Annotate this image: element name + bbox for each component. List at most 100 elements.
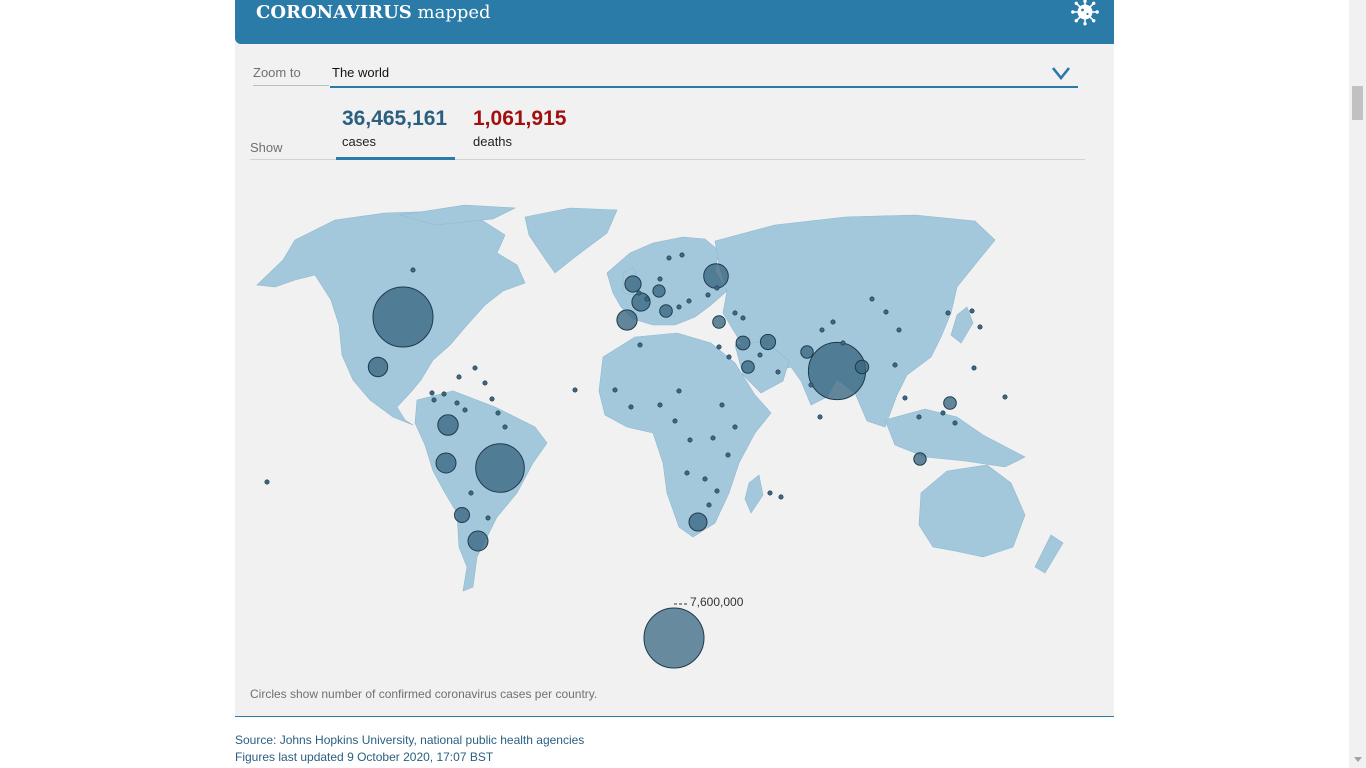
case-bubble-small[interactable] — [657, 402, 663, 408]
zoom-select[interactable]: The world — [330, 62, 1078, 88]
case-bubble-small[interactable] — [757, 352, 763, 358]
case-bubble[interactable] — [454, 507, 470, 523]
case-bubble-small[interactable] — [714, 285, 720, 291]
case-bubble-small[interactable] — [684, 470, 690, 476]
japan — [950, 306, 974, 344]
case-bubble-small[interactable] — [775, 369, 781, 375]
case-bubble-small[interactable] — [628, 404, 634, 410]
case-bubble-small[interactable] — [767, 490, 773, 496]
case-bubble-small[interactable] — [462, 407, 468, 413]
case-bubble-small[interactable] — [637, 342, 643, 348]
case-bubble-small[interactable] — [468, 490, 474, 496]
southeast-asia-islands — [884, 408, 1026, 468]
case-bubble-small[interactable] — [686, 298, 692, 304]
case-bubble-small[interactable] — [1002, 394, 1008, 400]
case-bubble-small[interactable] — [454, 400, 460, 406]
case-bubble-small[interactable] — [896, 327, 902, 333]
case-bubble[interactable] — [741, 360, 755, 374]
case-bubble-small[interactable] — [945, 310, 951, 316]
case-bubble-small[interactable] — [830, 319, 836, 325]
case-bubble-small[interactable] — [952, 420, 958, 426]
case-bubble-small[interactable] — [840, 340, 846, 346]
case-bubble-small[interactable] — [676, 388, 682, 394]
case-bubble-small[interactable] — [264, 479, 270, 485]
case-bubble-small[interactable] — [636, 290, 642, 296]
case-bubble-small[interactable] — [808, 382, 814, 388]
case-bubble-small[interactable] — [502, 424, 508, 430]
case-bubble-small[interactable] — [441, 391, 447, 397]
case-bubble-small[interactable] — [429, 390, 435, 396]
case-bubble-small[interactable] — [725, 452, 731, 458]
case-bubble-small[interactable] — [672, 418, 678, 424]
case-bubble[interactable] — [800, 345, 814, 359]
case-bubble-small[interactable] — [977, 324, 983, 330]
case-bubble-small[interactable] — [572, 387, 578, 393]
case-bubble-small[interactable] — [940, 410, 946, 416]
case-bubble-small[interactable] — [732, 310, 738, 316]
case-bubble-small[interactable] — [710, 435, 716, 441]
case-bubble-small[interactable] — [456, 374, 462, 380]
case-bubble-small[interactable] — [819, 327, 825, 333]
case-bubble-small[interactable] — [702, 476, 708, 482]
case-bubble[interactable] — [367, 356, 389, 378]
case-bubble[interactable] — [467, 530, 489, 552]
case-bubble[interactable] — [854, 359, 870, 375]
case-bubble[interactable] — [688, 512, 708, 532]
case-bubble-small[interactable] — [612, 387, 618, 393]
case-bubble[interactable] — [372, 286, 434, 348]
case-bubble[interactable] — [759, 333, 777, 351]
case-bubble-small[interactable] — [410, 267, 416, 273]
case-bubble-small[interactable] — [687, 437, 693, 443]
case-bubble[interactable] — [631, 292, 651, 312]
case-bubble-small[interactable] — [714, 488, 720, 494]
tab-cases[interactable]: 36,465,161 cases — [336, 104, 455, 160]
case-bubble-small[interactable] — [716, 344, 722, 350]
case-bubble-small[interactable] — [679, 252, 685, 258]
case-bubble-small[interactable] — [644, 296, 650, 302]
case-bubble-small[interactable] — [869, 296, 875, 302]
case-bubble-small[interactable] — [902, 395, 908, 401]
case-bubble[interactable] — [703, 263, 729, 289]
case-bubble-small[interactable] — [431, 397, 437, 403]
case-bubble[interactable] — [735, 335, 751, 351]
case-bubble-small[interactable] — [969, 308, 975, 314]
scrollbar-thumb[interactable] — [1352, 86, 1363, 120]
case-bubble-small[interactable] — [676, 304, 682, 310]
scroll-down-arrow-icon[interactable] — [1354, 757, 1362, 762]
case-bubble-small[interactable] — [719, 402, 725, 408]
case-bubble-small[interactable] — [657, 276, 663, 282]
case-bubble-small[interactable] — [778, 494, 784, 500]
case-bubble[interactable] — [624, 275, 642, 293]
case-bubble[interactable] — [659, 304, 673, 318]
case-bubble-small[interactable] — [883, 309, 889, 315]
case-bubble-small[interactable] — [726, 354, 732, 360]
case-bubble-small[interactable] — [916, 414, 922, 420]
case-bubble-small[interactable] — [495, 410, 501, 416]
case-bubble[interactable] — [616, 309, 638, 331]
case-bubble[interactable] — [913, 452, 927, 466]
case-bubble-small[interactable] — [472, 365, 478, 371]
case-bubble-small[interactable] — [485, 515, 491, 521]
case-bubble-small[interactable] — [666, 255, 672, 261]
case-bubble-small[interactable] — [705, 292, 711, 298]
case-bubble[interactable] — [475, 443, 525, 493]
tab-deaths[interactable]: 1,061,915 deaths — [467, 104, 587, 160]
case-bubble-small[interactable] — [817, 414, 823, 420]
case-bubble-small[interactable] — [732, 424, 738, 430]
case-bubble-small[interactable] — [482, 380, 488, 386]
case-bubble-small[interactable] — [892, 362, 898, 368]
case-bubble-small[interactable] — [489, 396, 495, 402]
page-scrollbar[interactable] — [1349, 0, 1366, 768]
world-map[interactable]: 7,600,000 — [235, 195, 1114, 685]
case-bubble-small[interactable] — [971, 365, 977, 371]
case-bubble[interactable] — [652, 284, 666, 298]
case-bubble[interactable] — [435, 452, 457, 474]
header-bar: CORONAVIRUS mapped — [235, 0, 1114, 44]
updated-line: Figures last updated 9 October 2020, 17:… — [235, 750, 494, 764]
case-bubble-small[interactable] — [706, 502, 712, 508]
case-bubble[interactable] — [712, 315, 726, 329]
case-bubble[interactable] — [943, 396, 957, 410]
case-bubble-small[interactable] — [740, 315, 746, 321]
case-bubble[interactable] — [437, 414, 459, 436]
asia — [714, 214, 996, 428]
